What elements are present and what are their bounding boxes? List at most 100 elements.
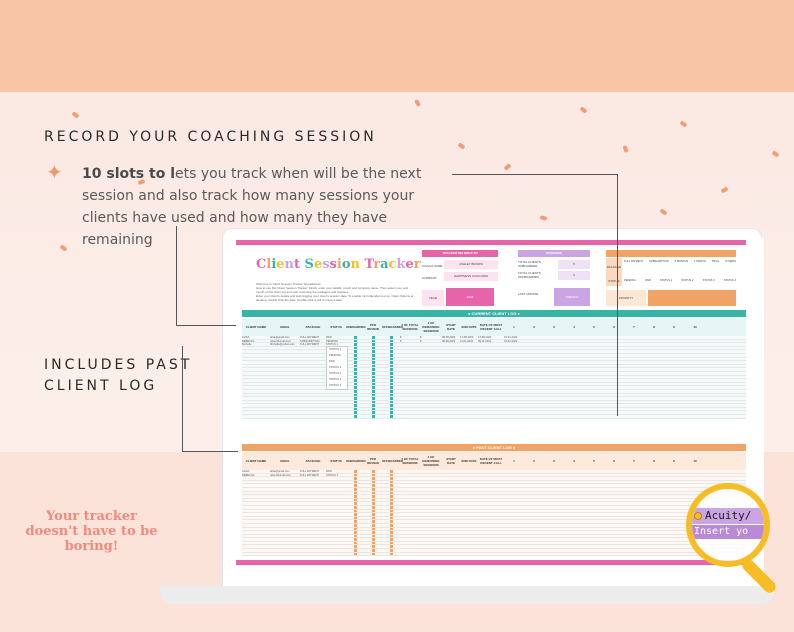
checkbox[interactable] xyxy=(371,368,375,371)
table-cell[interactable] xyxy=(504,477,524,480)
table-cell[interactable] xyxy=(504,386,524,389)
checkbox[interactable] xyxy=(371,364,375,368)
table-cell[interactable] xyxy=(300,361,326,364)
table-cell[interactable] xyxy=(684,336,706,339)
checkbox[interactable] xyxy=(353,353,357,357)
table-cell[interactable] xyxy=(442,347,460,350)
table-cell[interactable] xyxy=(442,474,460,477)
table-cell[interactable] xyxy=(346,389,364,393)
table-cell[interactable] xyxy=(270,499,300,502)
table-cell[interactable] xyxy=(364,505,382,509)
table-cell[interactable] xyxy=(524,350,544,353)
table-cell[interactable] xyxy=(684,394,706,397)
table-cell[interactable] xyxy=(584,376,604,379)
table-cell[interactable] xyxy=(664,553,684,556)
table-cell[interactable] xyxy=(664,340,684,343)
table-cell[interactable] xyxy=(326,549,346,552)
table-cell[interactable] xyxy=(478,535,504,538)
table-cell[interactable] xyxy=(478,492,504,495)
table-cell[interactable] xyxy=(584,390,604,393)
table-cell[interactable] xyxy=(584,368,604,371)
table-cell[interactable] xyxy=(604,350,624,353)
table-row[interactable] xyxy=(242,502,746,506)
table-cell[interactable] xyxy=(504,354,524,357)
table-cell[interactable] xyxy=(544,347,564,350)
table-cell[interactable] xyxy=(326,524,346,527)
table-cell[interactable] xyxy=(300,397,326,400)
table-cell[interactable] xyxy=(684,368,706,371)
checkbox[interactable] xyxy=(371,386,375,389)
checkbox[interactable] xyxy=(353,484,357,487)
table-cell[interactable] xyxy=(664,365,684,368)
table-cell[interactable] xyxy=(420,535,442,538)
table-cell[interactable] xyxy=(364,415,382,418)
table-cell[interactable] xyxy=(644,394,664,397)
table-cell[interactable] xyxy=(346,364,364,368)
table-cell[interactable] xyxy=(270,535,300,538)
checkbox[interactable] xyxy=(389,407,393,411)
table-cell[interactable] xyxy=(460,517,478,520)
table-row[interactable] xyxy=(242,484,746,488)
checkbox[interactable] xyxy=(371,473,375,477)
checkbox[interactable] xyxy=(371,477,375,480)
table-cell[interactable] xyxy=(460,524,478,527)
table-cell[interactable] xyxy=(564,361,584,364)
table-cell[interactable]: FULL PAYMENT xyxy=(300,336,320,339)
table-cell[interactable] xyxy=(364,364,382,368)
table-cell[interactable] xyxy=(564,411,584,414)
table-cell[interactable] xyxy=(564,553,584,556)
table-cell[interactable] xyxy=(346,382,364,386)
table-cell[interactable] xyxy=(504,499,524,502)
table-cell[interactable] xyxy=(270,524,300,527)
table-cell[interactable] xyxy=(242,477,270,480)
table-cell[interactable] xyxy=(270,397,300,400)
table-row[interactable] xyxy=(242,523,746,528)
table-cell[interactable] xyxy=(478,470,504,473)
dropdown-option[interactable]: STATUS 2 xyxy=(329,372,342,375)
table-cell[interactable] xyxy=(346,393,364,397)
table-cell[interactable] xyxy=(420,379,442,382)
table-cell[interactable] xyxy=(478,404,504,407)
checkbox[interactable] xyxy=(389,371,393,375)
table-cell[interactable] xyxy=(300,401,326,404)
table-cell[interactable] xyxy=(420,383,442,386)
table-cell[interactable] xyxy=(524,336,544,339)
table-cell[interactable] xyxy=(478,481,504,484)
table-cell[interactable] xyxy=(400,368,420,371)
table-cell[interactable] xyxy=(584,404,604,407)
table-cell[interactable] xyxy=(382,415,400,418)
checkbox[interactable] xyxy=(353,336,357,339)
table-cell[interactable] xyxy=(346,400,364,404)
table-cell[interactable] xyxy=(524,415,544,418)
table-cell[interactable] xyxy=(564,538,584,541)
table-cell[interactable] xyxy=(604,524,624,527)
checkbox[interactable] xyxy=(389,343,393,346)
table-cell[interactable] xyxy=(270,394,300,397)
table-cell[interactable] xyxy=(270,495,300,498)
table-cell[interactable] xyxy=(382,346,400,350)
table-cell[interactable] xyxy=(326,415,346,418)
table-row[interactable] xyxy=(242,480,746,485)
checkbox[interactable] xyxy=(371,389,375,393)
table-cell[interactable] xyxy=(382,371,400,375)
table-cell[interactable] xyxy=(270,372,300,375)
table-cell[interactable] xyxy=(504,549,524,552)
table-cell[interactable] xyxy=(442,470,460,473)
table-cell[interactable] xyxy=(644,350,664,353)
table-cell[interactable] xyxy=(242,368,270,371)
table-cell[interactable] xyxy=(346,541,364,545)
table-cell[interactable] xyxy=(644,528,664,531)
checkbox[interactable] xyxy=(389,353,393,357)
table-cell[interactable] xyxy=(624,484,644,487)
table-cell[interactable] xyxy=(442,495,460,498)
checkbox[interactable] xyxy=(389,516,393,520)
table-cell[interactable] xyxy=(684,484,706,487)
table-cell[interactable] xyxy=(544,401,564,404)
table-cell[interactable] xyxy=(644,401,664,404)
table-cell[interactable] xyxy=(326,484,346,487)
table-cell[interactable] xyxy=(300,481,326,484)
table-cell[interactable] xyxy=(460,506,478,509)
table-cell[interactable] xyxy=(300,506,326,509)
table-cell[interactable] xyxy=(624,553,644,556)
table-cell[interactable] xyxy=(478,528,504,531)
